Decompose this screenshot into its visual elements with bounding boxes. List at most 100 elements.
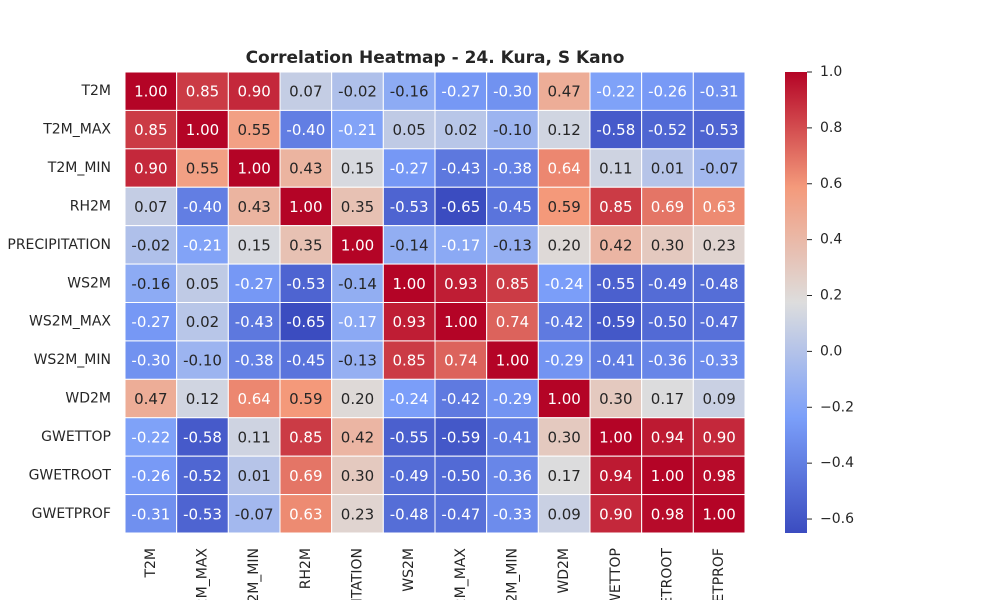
heatmap-cell bbox=[382, 263, 436, 304]
cell-label: -0.30 bbox=[131, 352, 170, 370]
cell-label: 0.01 bbox=[651, 160, 684, 178]
heatmap-cell bbox=[382, 378, 436, 419]
cell-label: -0.65 bbox=[441, 198, 480, 216]
heatmap-cell bbox=[279, 417, 333, 457]
y-tick-label: WD2M bbox=[65, 391, 111, 407]
cell-label: -0.49 bbox=[648, 275, 687, 293]
heatmap-cell bbox=[692, 263, 746, 304]
cell-label: 0.59 bbox=[289, 390, 322, 408]
heatmap-cell bbox=[279, 302, 333, 342]
heatmap-cell bbox=[382, 71, 436, 111]
heatmap-cell bbox=[641, 378, 694, 419]
cell-label: -0.43 bbox=[441, 160, 480, 178]
cell-label: 0.30 bbox=[341, 467, 374, 485]
heatmap-cell bbox=[486, 263, 539, 304]
x-tick-label: WS2M_MAX bbox=[453, 548, 469, 600]
heatmap-cell bbox=[589, 494, 643, 534]
heatmap-cell bbox=[279, 109, 333, 150]
y-tick-label: T2M_MAX bbox=[42, 122, 111, 138]
cell-label: -0.07 bbox=[235, 505, 274, 523]
cell-label: -0.31 bbox=[131, 505, 170, 523]
cell-label: -0.13 bbox=[338, 352, 377, 370]
heatmap-cell bbox=[486, 417, 539, 457]
heatmap-cell bbox=[227, 455, 281, 496]
x-tick-label: GWETPROF bbox=[711, 548, 727, 600]
heatmap-cell bbox=[434, 302, 488, 342]
heatmap-cell bbox=[434, 417, 488, 457]
cell-label: 0.11 bbox=[237, 428, 270, 446]
cell-label: -0.53 bbox=[286, 275, 325, 293]
heatmap-cell bbox=[434, 225, 488, 265]
cell-label: 0.85 bbox=[496, 275, 529, 293]
cell-label: 0.85 bbox=[392, 352, 425, 370]
cell-label: -0.38 bbox=[493, 160, 532, 178]
heatmap-cell bbox=[692, 340, 746, 380]
heatmap-cell bbox=[176, 378, 229, 419]
cell-label: 0.30 bbox=[547, 428, 580, 446]
cell-label: -0.45 bbox=[286, 352, 325, 370]
cell-label: -0.24 bbox=[390, 390, 429, 408]
heatmap-cell bbox=[434, 340, 488, 380]
cell-label: 0.90 bbox=[702, 428, 735, 446]
colorbar-tick-label: 0.0 bbox=[820, 343, 842, 359]
cell-label: 0.20 bbox=[341, 390, 374, 408]
heatmap-cell bbox=[124, 71, 178, 111]
heatmap-cell bbox=[537, 302, 591, 342]
y-tick-label: PRECIPITATION bbox=[7, 237, 111, 253]
cell-label: -0.41 bbox=[596, 352, 635, 370]
cell-label: -0.21 bbox=[338, 121, 377, 139]
heatmap-cell bbox=[692, 148, 746, 188]
x-tick-label: T2M_MAX bbox=[195, 548, 211, 600]
heatmap-cell bbox=[124, 263, 178, 304]
cell-label: 0.69 bbox=[289, 467, 322, 485]
cell-label: -0.43 bbox=[235, 313, 274, 331]
cell-label: -0.24 bbox=[545, 275, 584, 293]
y-tick-label: T2M_MIN bbox=[47, 160, 111, 176]
heatmap-cell bbox=[641, 417, 694, 457]
cell-label: 0.35 bbox=[341, 198, 374, 216]
heatmap-cell bbox=[641, 340, 694, 380]
cell-label: -0.58 bbox=[183, 428, 222, 446]
heatmap-cell bbox=[331, 109, 384, 150]
cell-label: 1.00 bbox=[237, 160, 270, 178]
heatmap-cell bbox=[692, 455, 746, 496]
heatmap-cell bbox=[382, 109, 436, 150]
cell-label: -0.29 bbox=[493, 390, 532, 408]
cell-label: -0.53 bbox=[183, 505, 222, 523]
cell-label: 0.02 bbox=[186, 313, 219, 331]
x-tick-label: WS2M_MIN bbox=[505, 548, 521, 600]
cell-label: 0.07 bbox=[289, 83, 322, 101]
cell-label: -0.10 bbox=[183, 352, 222, 370]
heatmap-cell bbox=[382, 225, 436, 265]
heatmap-cell bbox=[227, 148, 281, 188]
heatmap-cell bbox=[692, 186, 746, 227]
x-tick-label: GWETTOP bbox=[608, 548, 624, 600]
cell-label: -0.26 bbox=[131, 467, 170, 485]
heatmap-cell bbox=[434, 494, 488, 534]
heatmap-cell bbox=[537, 263, 591, 304]
heatmap-cell bbox=[279, 186, 333, 227]
cell-label: -0.17 bbox=[338, 313, 377, 331]
cell-label: 1.00 bbox=[651, 467, 684, 485]
cell-label: 0.85 bbox=[599, 198, 632, 216]
heatmap-cell bbox=[486, 455, 539, 496]
cell-label: -0.55 bbox=[390, 428, 429, 446]
cell-label: -0.52 bbox=[648, 121, 687, 139]
heatmap-cell bbox=[227, 302, 281, 342]
heatmap-cell bbox=[227, 225, 281, 265]
cell-label: -0.41 bbox=[493, 428, 532, 446]
cell-label: 0.20 bbox=[547, 236, 580, 254]
cell-label: -0.42 bbox=[441, 390, 480, 408]
cell-label: -0.27 bbox=[235, 275, 274, 293]
heatmap-cell bbox=[692, 417, 746, 457]
cell-label: -0.22 bbox=[596, 83, 635, 101]
heatmap-cell bbox=[124, 302, 178, 342]
heatmap-cell bbox=[537, 109, 591, 150]
heatmap-cell bbox=[641, 109, 694, 150]
colorbar-tick-label: −0.2 bbox=[820, 399, 854, 415]
cell-label: 0.09 bbox=[547, 505, 580, 523]
cell-label: -0.38 bbox=[235, 352, 274, 370]
x-tick-label: PRECIPITATION bbox=[350, 548, 366, 600]
colorbar-tick-label: −0.6 bbox=[820, 511, 854, 527]
cell-label: 0.93 bbox=[392, 313, 425, 331]
